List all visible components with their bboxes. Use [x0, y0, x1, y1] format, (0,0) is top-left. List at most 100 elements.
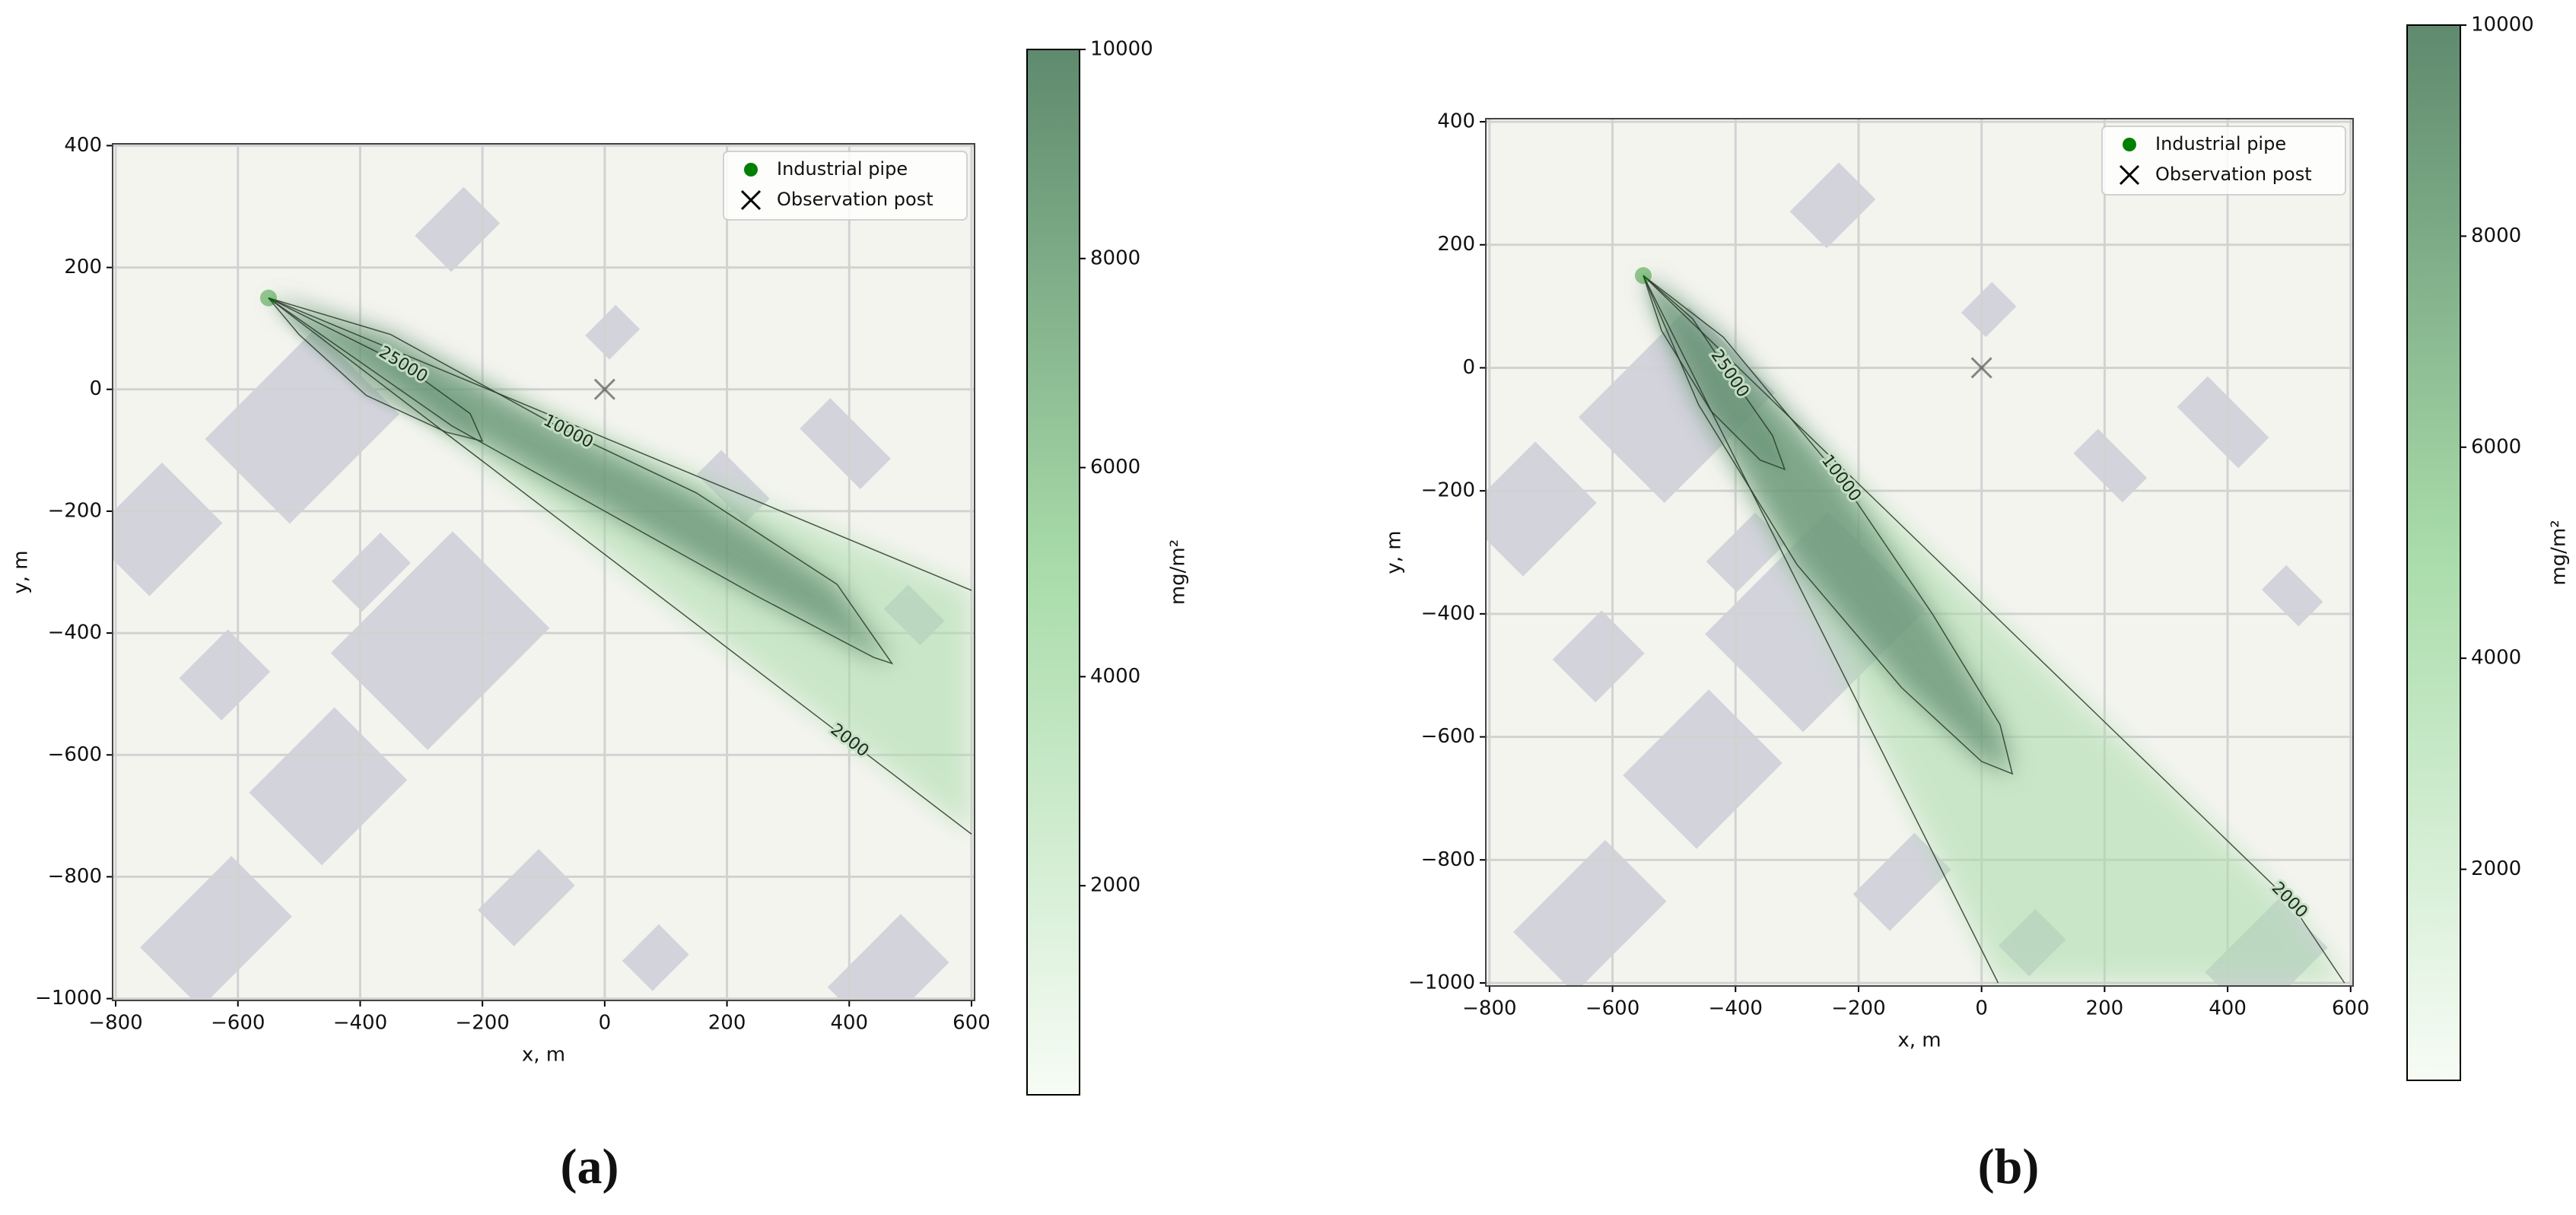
- y-tick-label: −400: [1421, 602, 1475, 625]
- colorbar-tick-label: 10000: [2471, 14, 2534, 37]
- y-tick-label: 0: [89, 377, 102, 400]
- y-tick-label: −400: [48, 622, 102, 644]
- map-building: [249, 707, 408, 866]
- y-tick-label: 200: [64, 256, 102, 278]
- pipe-marker: [1634, 267, 1652, 285]
- y-tick-label: −800: [48, 865, 102, 888]
- legend-marker: [744, 163, 758, 177]
- contour-line: [1643, 275, 2014, 775]
- y-tick-label: 400: [1437, 110, 1475, 133]
- x-tick-label: −400: [333, 1012, 387, 1035]
- x-tick-label: 200: [2086, 997, 2124, 1020]
- y-tick-label: −800: [1421, 848, 1475, 871]
- y-tick-label: −1000: [35, 987, 102, 1010]
- x-tick-label: 400: [2209, 997, 2247, 1020]
- post-marker: [593, 378, 615, 400]
- legend-label: Industrial pipe: [2155, 133, 2286, 154]
- map-building: [179, 629, 271, 721]
- map-building: [415, 186, 501, 272]
- panel-caption: (b): [1978, 1139, 2040, 1194]
- map-building: [477, 848, 575, 946]
- colorbar-tick-label: 4000: [1090, 665, 1140, 688]
- contour-line: [268, 297, 972, 835]
- plume-fill: [268, 297, 483, 441]
- x-tick-label: 0: [599, 1012, 612, 1035]
- y-tick-label: 200: [1437, 233, 1475, 256]
- contour-line: [268, 297, 894, 665]
- contour-line: [1643, 275, 1786, 471]
- post-marker: [1970, 357, 1992, 379]
- map-building: [800, 398, 891, 489]
- x-axis-label: x, m: [1897, 1029, 1941, 1052]
- colorbar-tick-label: 8000: [1090, 246, 1140, 269]
- y-tick-label: −200: [1421, 479, 1475, 502]
- x-tick-label: −200: [455, 1012, 509, 1035]
- colorbar-tick-label: 8000: [2471, 224, 2521, 247]
- axes-frame: [112, 143, 975, 1001]
- map-building: [113, 462, 223, 596]
- x-tick-label: −800: [88, 1012, 142, 1035]
- legend-marker: [2119, 164, 2140, 186]
- map-building: [1961, 281, 2017, 338]
- map-building: [622, 924, 689, 991]
- legend-box: [723, 151, 968, 221]
- colorbar: [1026, 49, 1080, 1096]
- y-tick-label: −600: [1421, 725, 1475, 748]
- x-tick-label: −400: [1709, 997, 1763, 1020]
- map-building: [1513, 840, 1667, 986]
- map-building: [2177, 376, 2269, 469]
- map-building: [331, 533, 411, 612]
- contour-line: [268, 297, 484, 442]
- x-tick-label: −600: [1585, 997, 1639, 1020]
- y-tick-label: −200: [48, 499, 102, 522]
- legend-label: Observation post: [2155, 164, 2312, 185]
- x-tick-label: 400: [830, 1012, 868, 1035]
- x-tick-label: −800: [1462, 997, 1516, 1020]
- x-tick-label: 0: [1975, 997, 1988, 1020]
- colorbar-tick-label: 6000: [1090, 456, 1140, 479]
- colorbar-tick-label: 2000: [1090, 874, 1140, 897]
- map-building: [1552, 610, 1645, 703]
- colorbar-tick-label: 4000: [2471, 647, 2521, 670]
- y-tick-label: 400: [64, 134, 102, 157]
- y-tick-label: −1000: [1408, 971, 1475, 994]
- map-building: [1486, 441, 1597, 577]
- axes-frame: [1485, 118, 2354, 987]
- map-building: [2261, 565, 2323, 627]
- x-axis-label: x, m: [522, 1044, 565, 1067]
- x-tick-label: 600: [2332, 997, 2370, 1020]
- legend-marker: [740, 189, 762, 211]
- colorbar-tick-label: 6000: [2471, 435, 2521, 458]
- map-building: [1789, 162, 1876, 249]
- legend-box: [2101, 126, 2346, 196]
- legend-marker: [2123, 138, 2136, 151]
- pipe-marker: [259, 289, 277, 307]
- contour-line: [1643, 275, 2345, 984]
- legend-label: Observation post: [777, 189, 933, 210]
- map-building: [827, 914, 949, 1000]
- map-building: [1623, 689, 1783, 849]
- panel-caption: (a): [561, 1139, 619, 1194]
- y-axis-label: y, m: [10, 550, 33, 593]
- x-tick-label: 200: [708, 1012, 746, 1035]
- x-tick-label: −600: [211, 1012, 265, 1035]
- y-tick-label: −600: [48, 743, 102, 766]
- map-building: [2073, 428, 2148, 503]
- plume-fill: [268, 297, 972, 835]
- y-axis-label: y, m: [1383, 530, 1406, 574]
- map-building: [585, 304, 641, 360]
- plume-fill: [1643, 275, 1785, 469]
- colorbar: [2406, 24, 2461, 1081]
- colorbar-tick-label: 10000: [1090, 38, 1153, 61]
- map-building: [1706, 512, 1786, 593]
- x-tick-label: 600: [952, 1012, 991, 1035]
- colorbar-label: mg/m²: [2548, 520, 2571, 585]
- colorbar-tick-label: 2000: [2471, 857, 2521, 880]
- map-building: [1852, 832, 1951, 931]
- map-building: [140, 856, 292, 1000]
